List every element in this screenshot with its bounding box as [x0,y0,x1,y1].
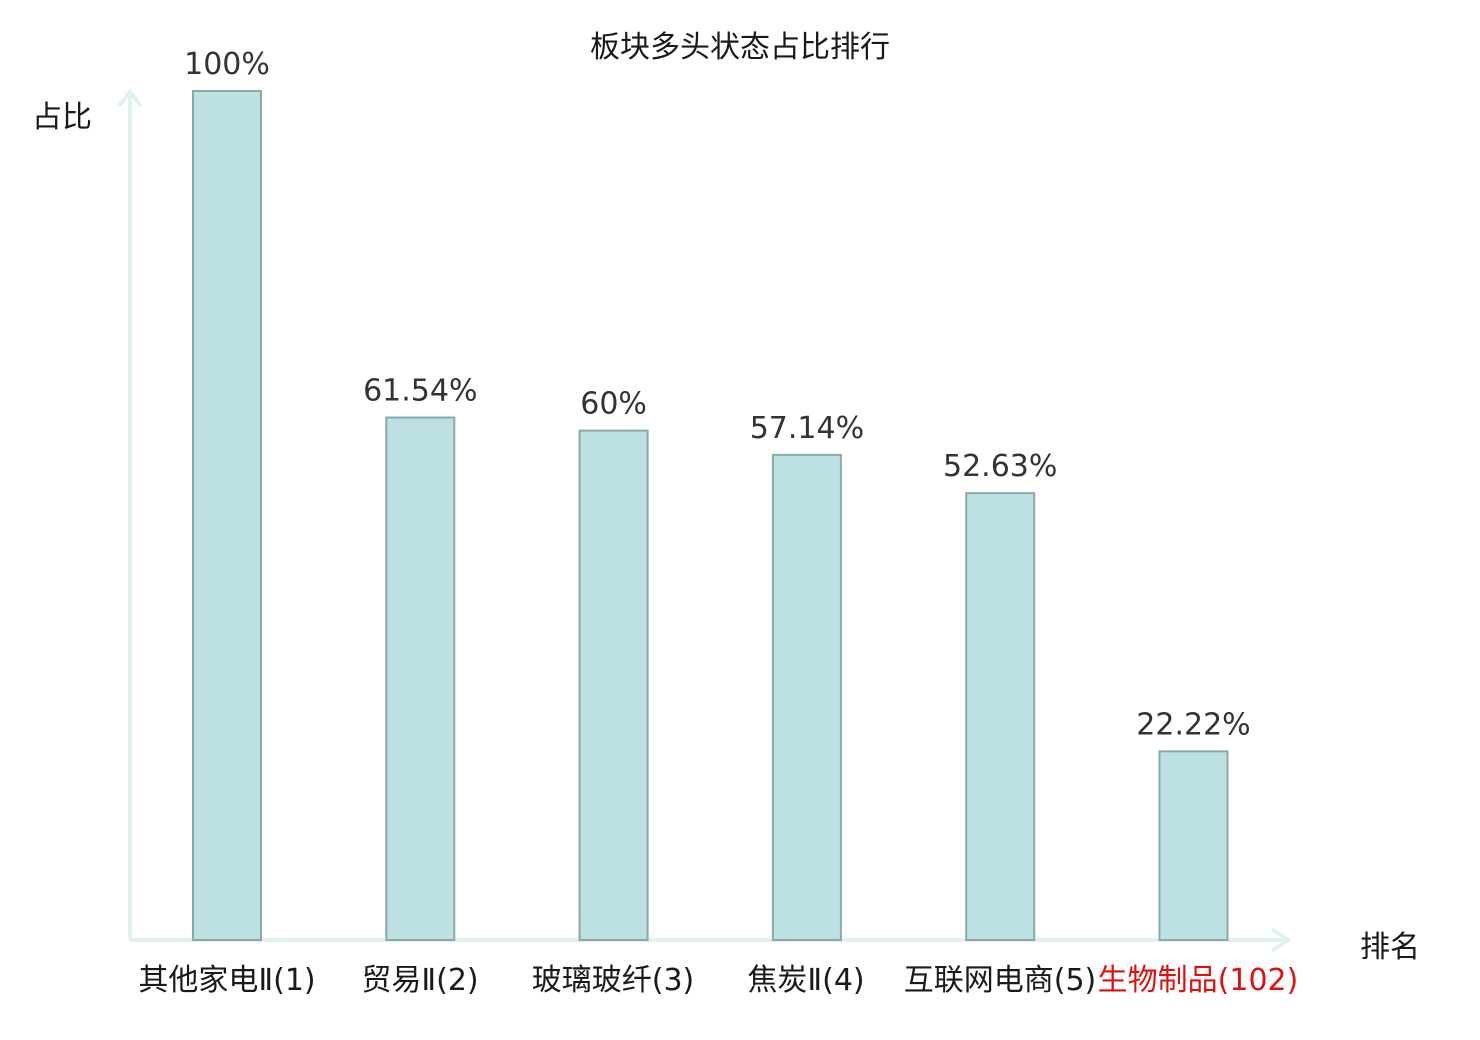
chart-title: 板块多头状态占比排行 [590,30,890,65]
value-label-3: 60% [580,387,647,422]
value-label-1: 100% [184,47,270,82]
bar-3 [578,429,649,941]
value-label-4: 57.14% [750,411,864,446]
bar-2 [385,416,456,941]
y-axis-arrow [117,88,143,108]
x-axis-label: 排名 [1360,930,1420,965]
category-label-3: 玻璃玻纤(3) [531,963,695,998]
bar-6 [1158,750,1229,941]
category-label-2: 贸易Ⅱ(2) [361,963,479,998]
value-label-6: 22.22% [1136,707,1250,742]
category-label-4: 焦炭Ⅱ(4) [747,963,865,998]
category-label-1: 其他家电Ⅱ(1) [138,963,316,998]
x-axis-arrow [1270,927,1292,953]
category-label-5: 互联网电商(5) [903,963,1097,998]
value-labels-group: 100% 61.54% 60% 57.14% 52.63% 22.22% [184,47,1251,742]
bar-4 [771,453,842,941]
value-label-2: 61.54% [363,374,477,409]
category-label-6: 生物制品(102) [1097,963,1299,998]
bars-group [192,90,1229,941]
bar-1 [192,90,262,941]
value-label-5: 52.63% [943,449,1057,484]
axes [117,88,1292,953]
y-axis-label: 占比 [32,100,92,135]
bar-5 [965,492,1036,941]
